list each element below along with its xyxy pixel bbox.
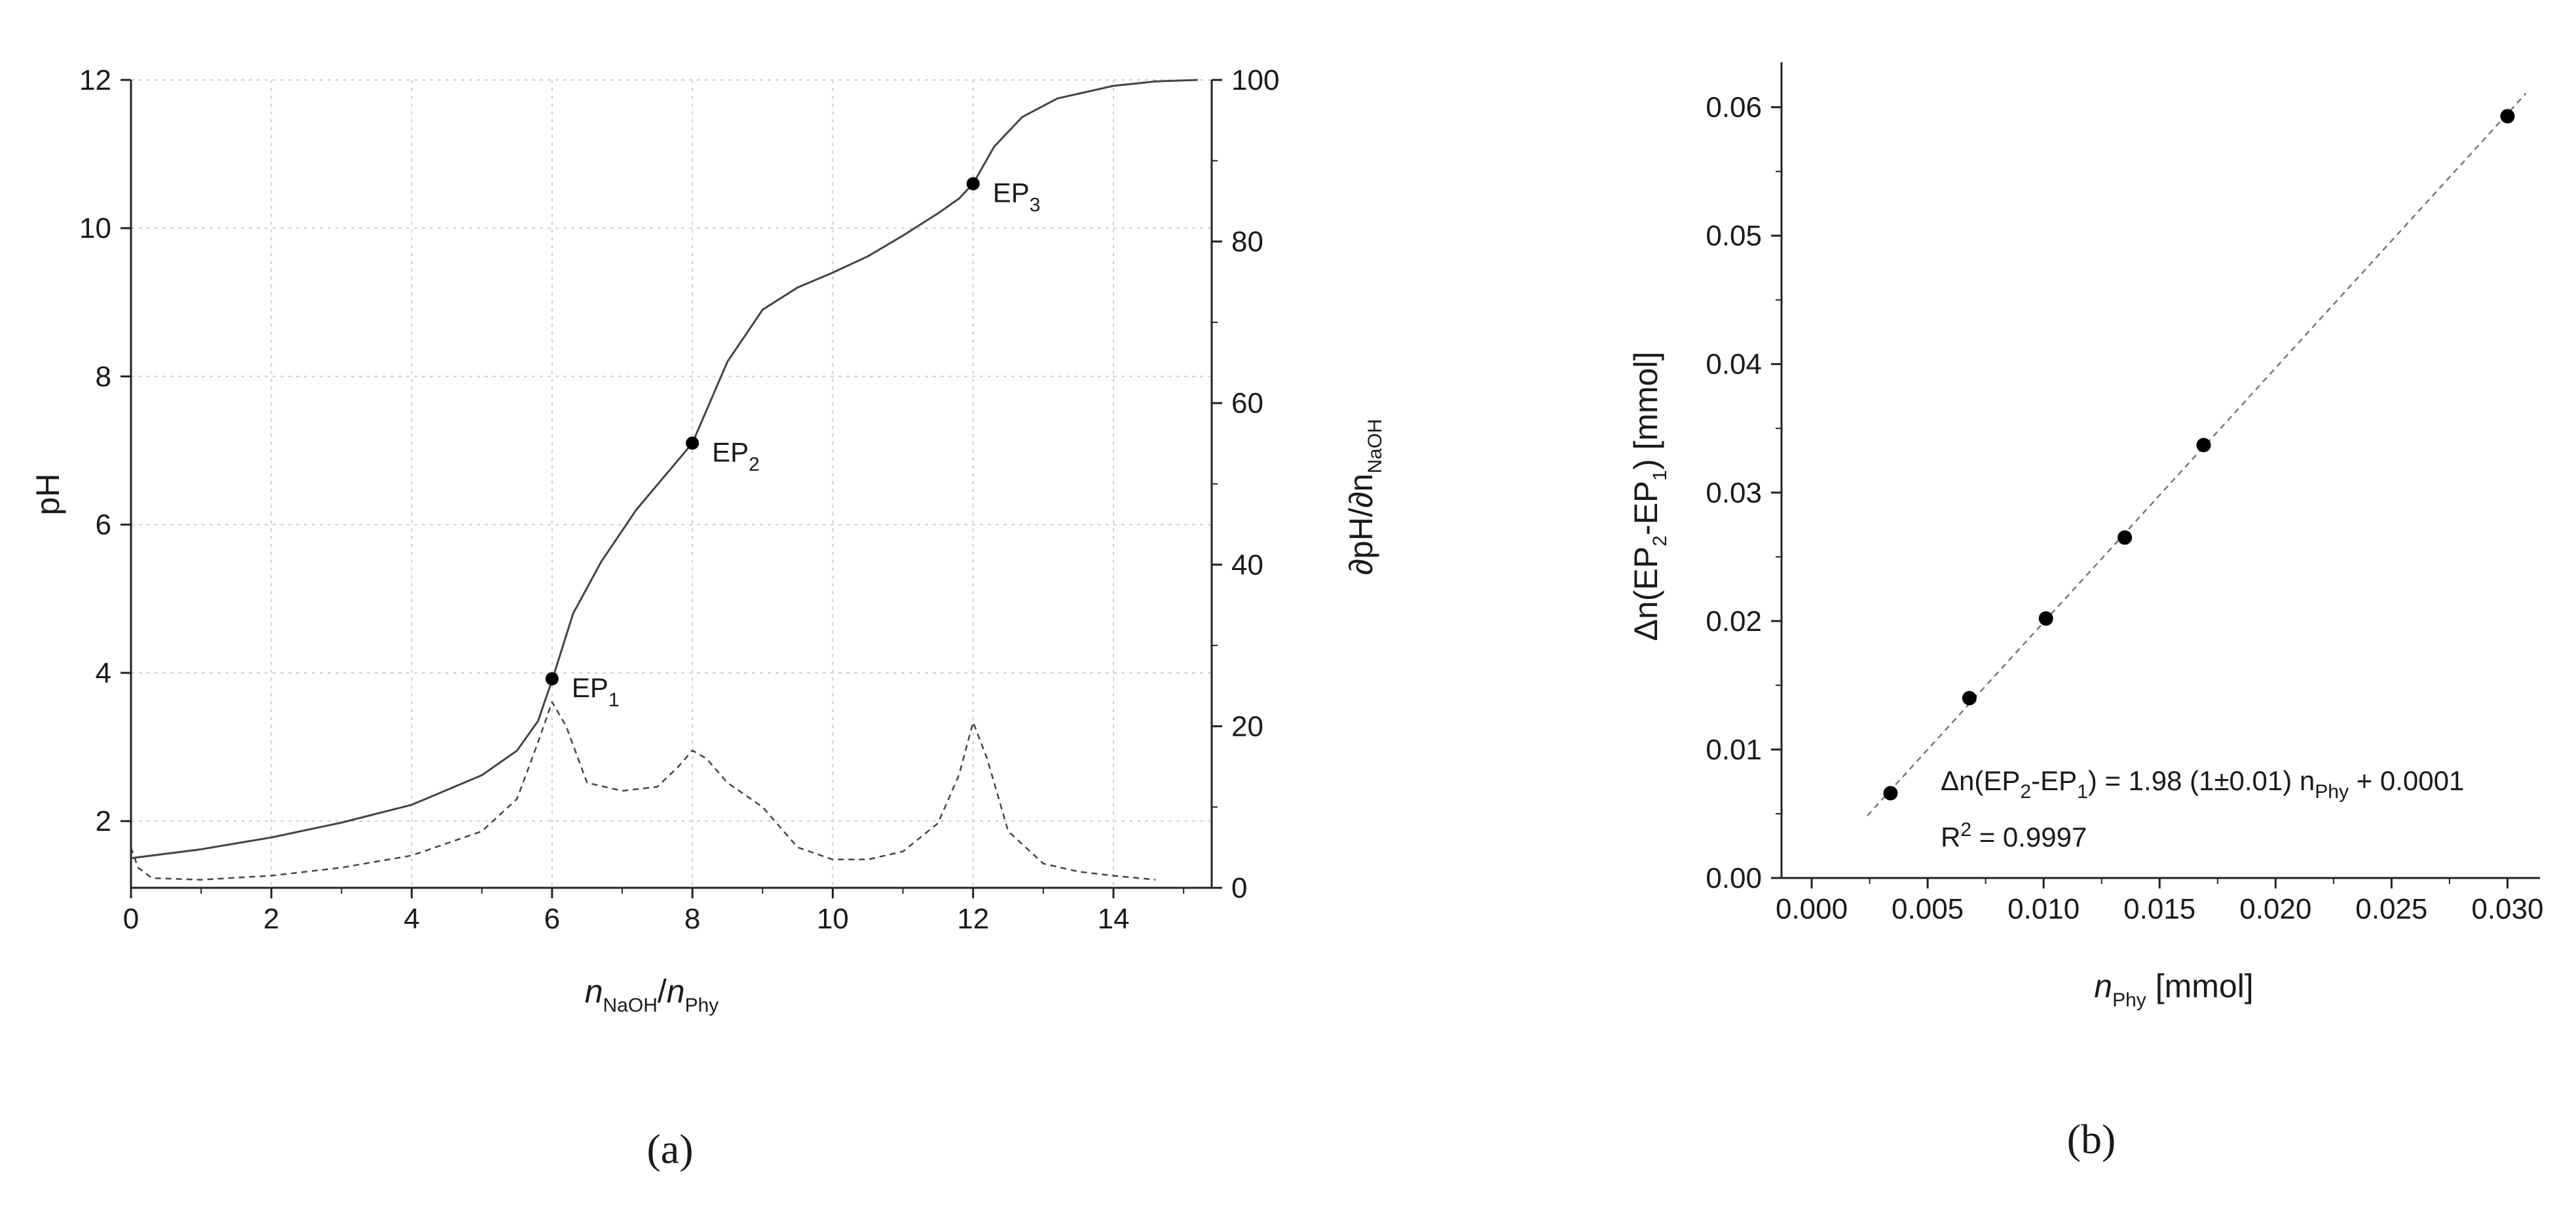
b-labels: Δn(EP2-EP1) = 1.98 (1±0.01) nPhy + 0.000… xyxy=(1628,352,2464,1162)
eq-part: ) = 1.98 (1±0.01) n xyxy=(2088,765,2315,796)
a-series xyxy=(130,79,1198,881)
ep-point xyxy=(966,177,980,191)
y2-tick-label: 80 xyxy=(1231,226,1263,258)
ep-point xyxy=(545,672,559,686)
b-series xyxy=(1867,92,2527,816)
y-title-part: -EP xyxy=(1628,481,1664,535)
x-axis-title-b: nPhy [mmol] xyxy=(2094,968,2253,1011)
r2-part: = 0.9997 xyxy=(1971,822,2087,852)
y2-tick-label: 20 xyxy=(1231,710,1263,742)
x-tick-label: 2 xyxy=(263,903,279,935)
ep-label: EP3 xyxy=(993,177,1041,216)
data-point xyxy=(1883,786,1898,801)
y2-tick-label: 100 xyxy=(1231,64,1279,96)
x-tick-label: 12 xyxy=(957,903,989,935)
x-tick-label: 4 xyxy=(403,903,419,935)
y2-tick-label: 40 xyxy=(1231,549,1263,581)
derivative-line xyxy=(130,701,1156,881)
ep-label-main: EP xyxy=(572,672,608,703)
ep-label: EP2 xyxy=(712,436,760,475)
x-title-n1: n xyxy=(585,973,603,1010)
x-tick-label-b: 0.010 xyxy=(2007,893,2080,925)
y-axis-title: pH xyxy=(29,474,66,516)
y-title-part: Δn(EP xyxy=(1628,546,1664,641)
x-tick-label: 0 xyxy=(123,903,139,935)
ep-label: EP1 xyxy=(572,672,620,711)
y2-tick-label: 0 xyxy=(1231,872,1247,904)
y-tick-label-b: 0.03 xyxy=(1706,477,1762,509)
eq-part: Δn(EP xyxy=(1941,765,2020,796)
y-tick-label-b: 0.04 xyxy=(1706,349,1762,381)
y-axis-title-b: Δn(EP2-EP1) [mmol] xyxy=(1628,352,1671,641)
y-title-sub: 1 xyxy=(1649,470,1671,481)
x-tick-label-b: 0.025 xyxy=(2355,893,2427,925)
data-point xyxy=(2118,530,2133,545)
ep-label-main: EP xyxy=(712,436,749,467)
data-point xyxy=(2500,109,2515,124)
y2-axis-title-main: ∂pH/∂n xyxy=(1343,474,1379,575)
x-tick-label: 6 xyxy=(544,903,560,935)
r-squared: R2 = 0.9997 xyxy=(1941,819,2087,852)
eq-sub: Phy xyxy=(2315,781,2349,803)
a-grid xyxy=(131,79,1212,888)
x-tick-label: 10 xyxy=(817,903,849,935)
x-tick-label-b: 0.030 xyxy=(2471,893,2543,925)
ep-label-sub: 3 xyxy=(1030,194,1041,216)
x-title-sub1: NaOH xyxy=(603,995,658,1016)
x-title-sub: Phy xyxy=(2112,989,2146,1011)
eq-sub: 1 xyxy=(2077,781,2088,803)
x-title-sub2: Phy xyxy=(685,995,719,1016)
y2-axis-title: ∂pH/∂nNaOH xyxy=(1343,419,1386,575)
panel-label-a: (a) xyxy=(646,1126,693,1172)
data-point xyxy=(1962,691,1977,706)
x-title-n2: n xyxy=(667,973,685,1010)
x-tick-label-b: 0.020 xyxy=(2239,893,2311,925)
eq-part: -EP xyxy=(2031,765,2077,796)
data-point xyxy=(2038,611,2053,626)
y-tick-label-b: 0.05 xyxy=(1706,220,1762,252)
y-tick-label-b: 0.06 xyxy=(1706,92,1762,124)
panel-label-b: (b) xyxy=(2067,1116,2116,1162)
y-tick-label-b: 0.01 xyxy=(1706,734,1762,766)
x-tick-label-b: 0.000 xyxy=(1776,893,1848,925)
y2-axis-title-sub: NaOH xyxy=(1364,419,1386,473)
b-axes: 0.000 0.005 0.010 0.015 0.020 0.025 0.030 0.00 0… xyxy=(1706,62,2543,925)
x-title-n: n xyxy=(2094,968,2112,1004)
x-tick-label: 14 xyxy=(1098,903,1130,935)
ep-point xyxy=(686,436,700,450)
ep-label-sub: 1 xyxy=(608,689,620,711)
panel-b: 0.000 0.005 0.010 0.015 0.020 0.025 0.030 0.00 0… xyxy=(1628,62,2543,1162)
x-title-unit: [mmol] xyxy=(2146,968,2254,1004)
ep-label-main: EP xyxy=(993,177,1030,208)
r2-part: R xyxy=(1941,822,1960,852)
ph-curve-line xyxy=(130,79,1198,860)
y2-tick-label: 60 xyxy=(1231,387,1263,419)
eq-part: + 0.0001 xyxy=(2349,765,2464,796)
y-tick-label: 4 xyxy=(96,657,111,689)
y-title-part: ) [mmol] xyxy=(1628,352,1664,470)
y-tick-label-b: 0.00 xyxy=(1706,862,1762,894)
x-axis-title: nNaOH/nPhy xyxy=(585,973,719,1016)
fit-equation: Δn(EP2-EP1) = 1.98 (1±0.01) nPhy + 0.000… xyxy=(1941,765,2464,803)
y-title-sub: 2 xyxy=(1649,535,1671,546)
data-point xyxy=(2196,438,2211,453)
y-tick-label: 12 xyxy=(79,64,111,96)
y-tick-label: 8 xyxy=(96,360,111,392)
y-tick-label-b: 0.02 xyxy=(1706,605,1762,638)
y-tick-label: 2 xyxy=(96,805,111,837)
fit-line xyxy=(1867,92,2527,816)
ep-label-sub: 2 xyxy=(749,453,760,475)
r2-sup: 2 xyxy=(1960,819,1971,841)
x-tick-label: 8 xyxy=(684,903,700,935)
x-tick-label-b: 0.015 xyxy=(2123,893,2195,925)
x-tick-label-b: 0.005 xyxy=(1892,893,1964,925)
y-tick-label: 6 xyxy=(96,509,111,541)
x-title-sep: / xyxy=(658,973,667,1010)
y-tick-label: 10 xyxy=(79,212,111,244)
eq-sub: 2 xyxy=(2020,781,2031,803)
